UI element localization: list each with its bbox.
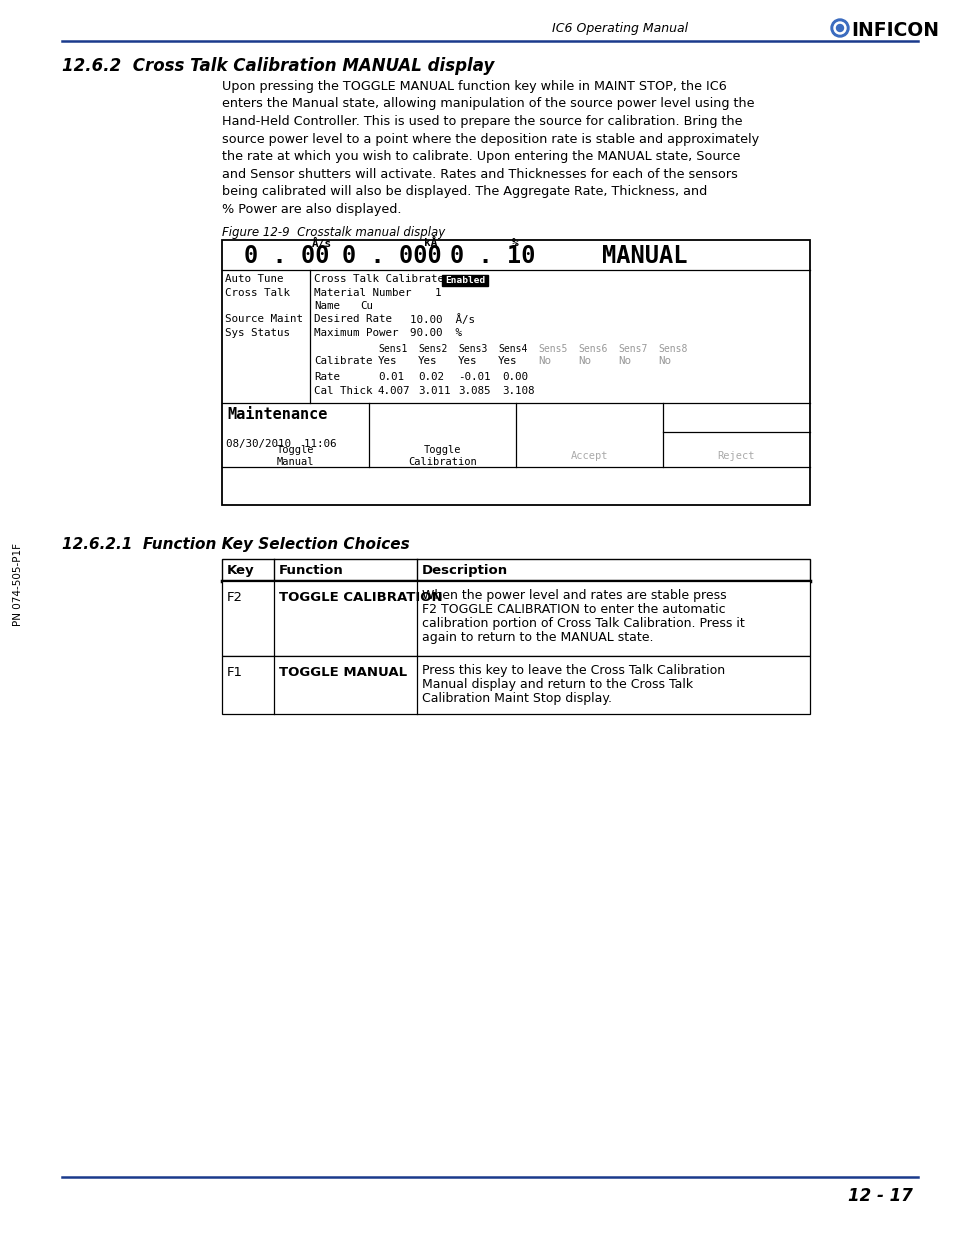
Circle shape [833,22,845,35]
Text: Source Maint: Source Maint [225,315,303,325]
Text: Manual: Manual [276,457,314,467]
Text: Press this key to leave the Cross Talk Calibration: Press this key to leave the Cross Talk C… [421,664,724,677]
Text: Description: Description [421,564,508,577]
Bar [441,275,488,287]
Text: Cross Talk Calibrate: Cross Talk Calibrate [314,274,443,284]
Text: Cross Talk: Cross Talk [225,288,290,298]
Text: MANUAL: MANUAL [601,245,687,268]
Text: 08/30/2010  11:06: 08/30/2010 11:06 [226,438,336,450]
Text: F2 TOGGLE CALIBRATION to enter the automatic: F2 TOGGLE CALIBRATION to enter the autom… [421,603,725,616]
Text: Cu: Cu [359,301,373,311]
Text: 10.00  Å/s: 10.00 Å/s [410,315,475,325]
Text: Sens6: Sens6 [578,345,607,354]
Text: 3.011: 3.011 [417,385,450,395]
Text: Yes: Yes [417,357,437,367]
Text: F2: F2 [227,592,243,604]
Text: 3.108: 3.108 [501,385,534,395]
Text: IC6 Operating Manual: IC6 Operating Manual [552,22,687,35]
Text: enters the Manual state, allowing manipulation of the source power level using t: enters the Manual state, allowing manipu… [222,98,754,110]
Bar [222,580,809,656]
Circle shape [830,19,848,37]
Text: 4.007: 4.007 [377,385,410,395]
Text: 3.085: 3.085 [457,385,490,395]
Text: being calibrated will also be displayed. The Aggregate Rate, Thickness, and: being calibrated will also be displayed.… [222,185,706,198]
Text: Hand-Held Controller. This is used to prepare the source for calibration. Bring : Hand-Held Controller. This is used to pr… [222,115,741,128]
Text: PN 074-505-P1F: PN 074-505-P1F [13,543,23,626]
Text: TOGGLE MANUAL: TOGGLE MANUAL [278,666,407,679]
Text: No: No [658,357,670,367]
Text: Maintenance: Maintenance [227,408,327,422]
Text: 0 . 00: 0 . 00 [244,245,329,268]
Text: Enabled: Enabled [444,275,485,285]
Circle shape [836,25,842,32]
Text: Rate: Rate [314,372,339,382]
Text: Sens7: Sens7 [618,345,647,354]
Bar [222,656,809,714]
Text: Sens3: Sens3 [457,345,487,354]
Bar [222,240,809,505]
Text: again to return to the MANUAL state.: again to return to the MANUAL state. [421,631,653,643]
Text: 0.01: 0.01 [377,372,403,382]
Text: Sens2: Sens2 [417,345,447,354]
Text: Auto Tune: Auto Tune [225,274,283,284]
Text: 0 . 10: 0 . 10 [450,245,535,268]
Text: Calibration: Calibration [408,457,476,467]
Text: Yes: Yes [497,357,517,367]
Text: Manual display and return to the Cross Talk: Manual display and return to the Cross T… [421,678,693,692]
Text: Desired Rate: Desired Rate [314,315,392,325]
Text: Function: Function [278,564,343,577]
Text: Sens5: Sens5 [537,345,567,354]
Text: and Sensor shutters will activate. Rates and Thicknesses for each of the sensors: and Sensor shutters will activate. Rates… [222,168,737,180]
Text: Å/s: Å/s [312,238,332,249]
Text: 12.6.2.1  Function Key Selection Choices: 12.6.2.1 Function Key Selection Choices [62,537,410,552]
Text: Calibration Maint Stop display.: Calibration Maint Stop display. [421,692,612,705]
Text: Sens1: Sens1 [377,345,407,354]
Text: When the power level and rates are stable press: When the power level and rates are stabl… [421,589,726,601]
Text: INFICON: INFICON [850,21,938,40]
Text: calibration portion of Cross Talk Calibration. Press it: calibration portion of Cross Talk Calibr… [421,618,744,630]
Text: -0.01: -0.01 [457,372,490,382]
Text: kÅ: kÅ [423,238,437,248]
Text: 0 . 000: 0 . 000 [341,245,441,268]
Text: % Power are also displayed.: % Power are also displayed. [222,203,401,215]
Text: Toggle: Toggle [276,445,314,454]
Text: Figure 12-9  Crosstalk manual display: Figure 12-9 Crosstalk manual display [222,226,445,240]
Text: Cal Thick: Cal Thick [314,385,372,395]
Text: Accept: Accept [570,451,608,461]
Text: F1: F1 [227,666,243,679]
Text: TOGGLE CALIBRATION: TOGGLE CALIBRATION [278,592,442,604]
Text: No: No [618,357,630,367]
Text: the rate at which you wish to calibrate. Upon entering the MANUAL state, Source: the rate at which you wish to calibrate.… [222,149,740,163]
Text: 1: 1 [435,288,441,298]
Text: 0.00: 0.00 [501,372,527,382]
Text: Upon pressing the TOGGLE MANUAL function key while in MAINT STOP, the IC6: Upon pressing the TOGGLE MANUAL function… [222,80,726,93]
Text: Calibrate: Calibrate [314,357,372,367]
Text: Yes: Yes [377,357,397,367]
Text: Sys Status: Sys Status [225,329,290,338]
Text: Key: Key [227,564,254,577]
Text: No: No [537,357,551,367]
Text: Sens4: Sens4 [497,345,527,354]
Text: 0.02: 0.02 [417,372,443,382]
Text: %: % [512,238,518,248]
Text: Yes: Yes [457,357,477,367]
Text: Material Number: Material Number [314,288,411,298]
Text: Toggle: Toggle [423,445,460,454]
Text: source power level to a point where the deposition rate is stable and approximat: source power level to a point where the … [222,132,759,146]
Text: Sens8: Sens8 [658,345,687,354]
Text: 12 - 17: 12 - 17 [846,1187,911,1205]
Text: Name: Name [314,301,339,311]
Bar [222,559,809,580]
Text: Maximum Power: Maximum Power [314,329,398,338]
Text: 12.6.2  Cross Talk Calibration MANUAL display: 12.6.2 Cross Talk Calibration MANUAL dis… [62,57,494,75]
Text: No: No [578,357,590,367]
Text: Reject: Reject [717,451,755,461]
Text: 90.00  %: 90.00 % [410,329,461,338]
